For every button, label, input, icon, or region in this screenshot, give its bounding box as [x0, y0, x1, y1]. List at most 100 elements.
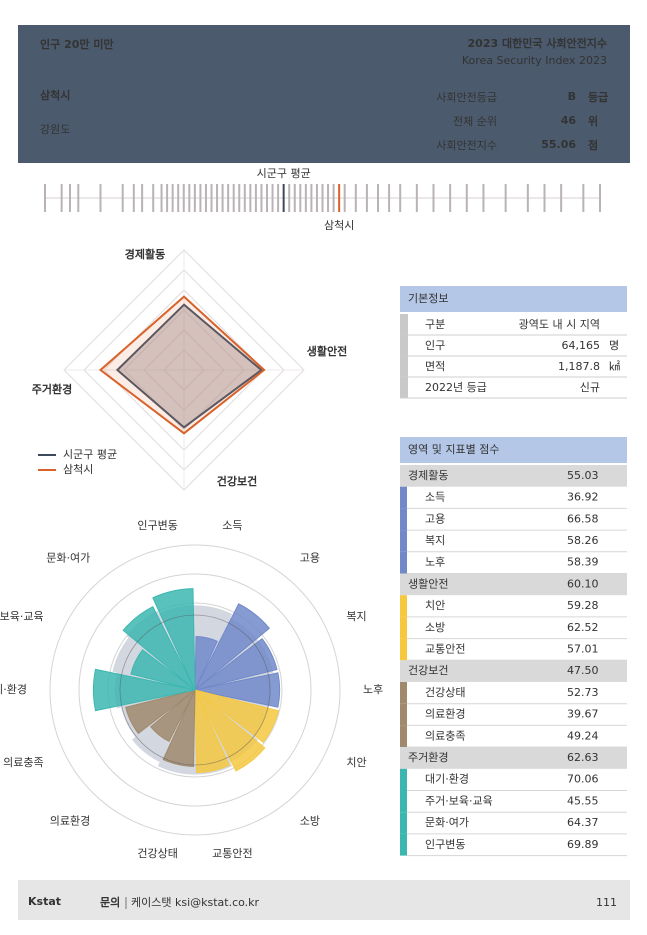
cell-unit: ㎢	[609, 360, 620, 373]
item-score: 59.28	[567, 599, 599, 612]
population-group: 인구 20만 미만	[40, 37, 114, 51]
group-row-bg	[400, 747, 627, 769]
stat-label: 사회안전지수	[436, 139, 497, 152]
polar-ring	[78, 573, 312, 807]
cell-label: 2022년 등급	[425, 381, 487, 394]
radar-series	[98, 295, 266, 435]
polar-bar	[122, 606, 196, 691]
table-header-bg	[400, 286, 627, 312]
item-name: 의료충족	[425, 729, 465, 742]
legend-label: 시군구 평균	[63, 448, 117, 461]
polar-bar	[130, 649, 196, 691]
item-name: 소득	[425, 491, 445, 504]
group-name: 주거환경	[408, 751, 448, 764]
stat-value: B	[568, 90, 576, 103]
stat-label: 사회안전등급	[436, 91, 497, 104]
cell-unit: 명	[609, 339, 619, 352]
polar-bar	[194, 635, 218, 691]
polar-category: 소득	[222, 519, 242, 532]
item-name: 교통안전	[425, 642, 465, 655]
stat-label: 전체 순위	[453, 115, 497, 128]
item-score: 64.37	[567, 816, 599, 829]
group-name: 건강보건	[408, 664, 448, 677]
table-header-bg	[400, 437, 627, 463]
group-row-bg	[400, 660, 627, 682]
polar-category: 노후	[363, 683, 383, 696]
polar-bar	[194, 689, 280, 743]
strip-marker-label: 삼척시	[324, 219, 354, 232]
cell-label: 면적	[425, 360, 445, 373]
polar-category: 복지	[346, 610, 366, 623]
polar-category: 의료환경	[50, 814, 90, 827]
header-bg	[18, 25, 630, 163]
polar-ring	[49, 544, 341, 836]
stat-unit: 점	[588, 138, 598, 152]
polar-category: 문화·여가	[46, 552, 90, 565]
contact: 케이스탯 ksi@kstat.co.kr	[131, 896, 260, 909]
item-score: 45.55	[567, 794, 599, 807]
cell-value: 1,187.8	[558, 360, 600, 373]
group-score: 60.10	[567, 577, 599, 590]
item-score: 62.52	[567, 621, 599, 634]
row-marker	[400, 314, 408, 335]
group-color-bar	[400, 551, 407, 574]
item-name: 의료환경	[425, 708, 465, 721]
group-score: 62.63	[567, 751, 599, 764]
footer-bg	[18, 880, 630, 920]
index-title: 2023 대한민국 사회안전지수	[468, 36, 607, 50]
item-score: 58.26	[567, 534, 599, 547]
group-color-bar	[400, 682, 407, 704]
item-score: 66.58	[567, 512, 599, 525]
cell-value: 64,165	[562, 339, 601, 352]
group-color-bar	[400, 616, 407, 639]
polar-bar	[92, 668, 196, 712]
item-name: 건강상태	[425, 686, 465, 699]
group-color-bar	[400, 508, 407, 531]
group-color-bar	[400, 703, 407, 726]
row-marker	[400, 356, 408, 377]
polar-category: 주거·보육·교육	[0, 610, 44, 623]
polar-bar	[152, 588, 196, 691]
item-name: 인구변동	[425, 838, 465, 851]
polar-bar	[194, 637, 278, 691]
radar-category: 경제활동	[125, 247, 165, 261]
group-name: 경제활동	[408, 468, 448, 482]
radar-series	[115, 303, 263, 429]
group-color-bar	[400, 486, 407, 509]
polar-category: 의료충족	[3, 756, 43, 769]
item-score: 52.73	[567, 686, 599, 699]
polar-bar	[194, 603, 270, 691]
polar-category: 교통안전	[212, 847, 252, 860]
stat-value: 46	[561, 114, 577, 127]
polar-bar	[194, 672, 281, 708]
group-row-bg	[400, 573, 627, 596]
polar-bar	[162, 689, 196, 767]
contact-label: 문의	[100, 895, 120, 909]
logo: Kstat	[28, 895, 61, 908]
group-color-bar	[400, 833, 407, 856]
item-name: 문화·여가	[425, 816, 469, 829]
polar-category: 건강상태	[137, 847, 177, 860]
polar-outline	[119, 614, 271, 766]
polar-category: 치안	[346, 756, 366, 769]
group-color-bar	[400, 530, 407, 552]
group-color-bar	[400, 768, 407, 791]
polar-category: 고용	[300, 552, 320, 565]
cell-label: 구분	[425, 318, 445, 331]
row-marker	[400, 377, 408, 398]
polar-bar	[194, 689, 231, 774]
item-name: 치안	[425, 599, 445, 612]
group-row-bg	[400, 465, 627, 487]
stat-value: 55.06	[541, 138, 576, 151]
stat-unit: 등급	[588, 91, 608, 104]
item-name: 주거·보육·교육	[425, 794, 493, 807]
item-name: 복지	[425, 534, 445, 547]
radar-category: 생활안전	[307, 344, 347, 358]
group-color-bar	[400, 595, 407, 617]
polar-category: 소방	[300, 814, 320, 827]
polar-category: 대기·환경	[0, 683, 27, 696]
group-score: 55.03	[567, 469, 599, 482]
polar-bar	[194, 689, 266, 772]
cell-label: 인구	[425, 339, 445, 352]
